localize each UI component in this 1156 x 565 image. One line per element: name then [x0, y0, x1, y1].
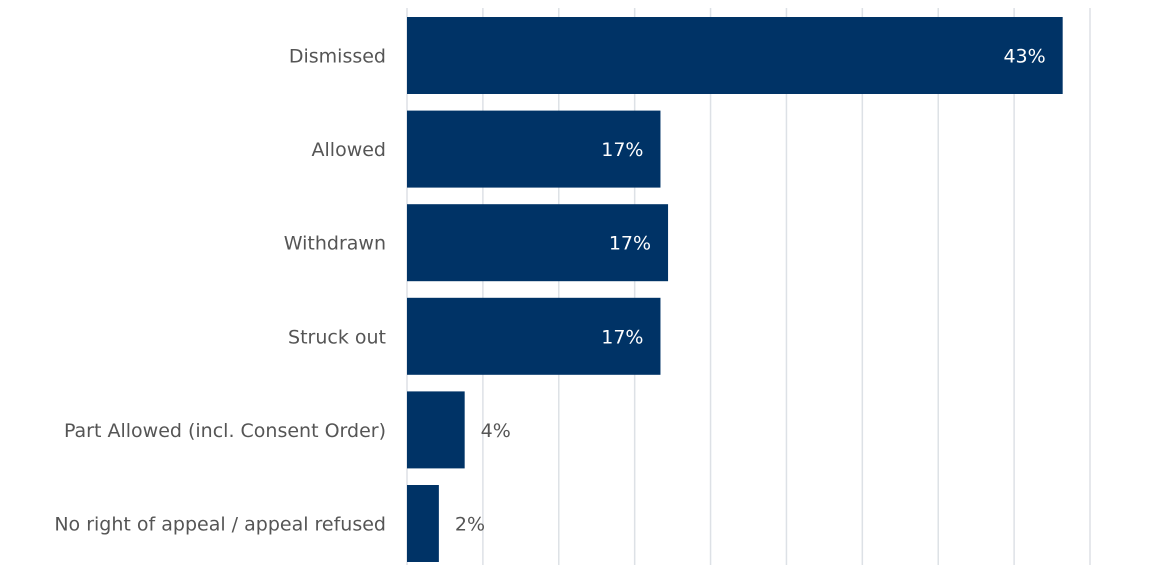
bar-2 [407, 204, 669, 282]
category-label-5: No right of appeal / appeal refused [54, 514, 386, 536]
gridlines [406, 8, 1091, 565]
category-label-3: Struck out [288, 326, 386, 348]
value-label-1: 17% [601, 139, 643, 161]
value-label-4: 4% [481, 420, 511, 442]
bar-0 [407, 17, 1063, 94]
bars [407, 17, 1063, 562]
value-label-3: 17% [601, 326, 643, 348]
category-label-2: Withdrawn [284, 233, 386, 255]
bar-1 [407, 110, 661, 188]
category-labels: Dismissed Allowed Withdrawn Struck out Part … [54, 46, 386, 536]
bar-5 [407, 485, 439, 562]
category-label-1: Allowed [312, 139, 386, 161]
bar-4 [407, 391, 465, 469]
value-label-0: 43% [1003, 46, 1045, 68]
value-label-2: 17% [609, 233, 651, 255]
category-label-4: Part Allowed (incl. Consent Order) [64, 420, 386, 442]
category-label-0: Dismissed [289, 46, 386, 68]
bar-3 [407, 297, 661, 375]
value-label-5: 2% [455, 514, 485, 536]
value-labels: 43% 17% 17% 17% 4% 2% [455, 46, 1046, 536]
